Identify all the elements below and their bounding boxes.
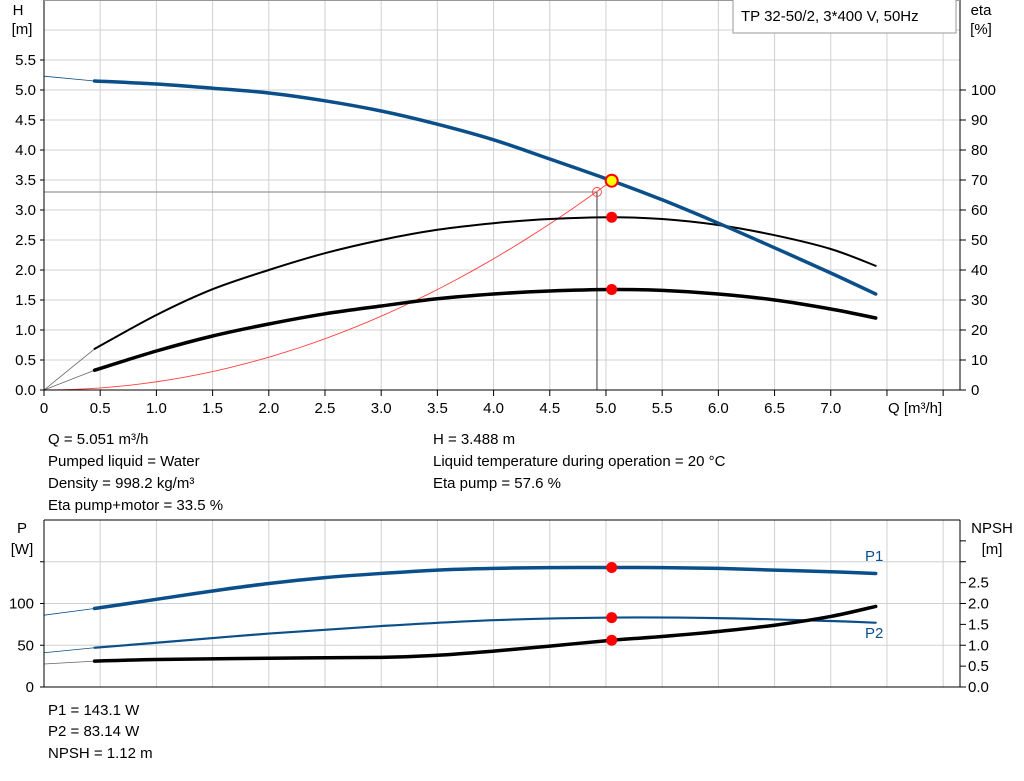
bottom-y-right-label-2: [m]: [982, 541, 1003, 558]
x-tick-label: 1.0: [146, 400, 167, 417]
eta-tick-label: 10: [971, 352, 988, 369]
h-tick-label: 0.0: [15, 382, 36, 399]
info-npsh: NPSH = 1.12 m: [48, 745, 153, 762]
eta-pump-motor-curve-extension: [43, 369, 95, 391]
h-curve: [92, 79, 878, 296]
top-y-left-label-2: [m]: [12, 21, 33, 38]
x-tick-label: 2.5: [315, 400, 336, 417]
p-tick-label: 0: [26, 679, 34, 696]
system-curve: [43, 180, 612, 391]
axes: 0 0.5 1.0 1.5 2.0 2.5 3.0 3.5 4.0 4.5 5.0 5.5 6.0 6.5…: [9, 0, 996, 696]
info-liquid: Pumped liquid = Water: [48, 453, 200, 470]
h-curve-extension: [43, 75, 95, 82]
info-eta-pump-motor: Eta pump+motor = 33.5 %: [48, 497, 224, 514]
top-y-right-label-2: [%]: [970, 21, 992, 38]
eta-tick-label: 40: [971, 262, 988, 279]
npsh-tick-label: 1.0: [968, 637, 989, 654]
bottom-grid: [44, 520, 960, 687]
eta-pump-op-marker: [606, 211, 618, 223]
bottom-y-left-label-2: [W]: [11, 541, 34, 558]
p1-op-marker: [606, 562, 618, 574]
top-y-right-label-1: eta: [971, 2, 993, 19]
chart-marks: [43, 75, 878, 665]
npsh-tick-label: 2.0: [968, 596, 989, 613]
bottom-y-right-label-1: NPSH: [971, 520, 1013, 537]
eta-pump-curve-extension: [43, 348, 95, 391]
x-tick-label: 3.0: [371, 400, 392, 417]
p2-op-marker: [606, 612, 618, 624]
h-tick-label: 0.5: [15, 352, 36, 369]
top-grid: [44, 0, 960, 390]
h-tick-label: 3.0: [15, 202, 36, 219]
x-tick-label: 4.5: [539, 400, 560, 417]
h-tick-label: 5.0: [15, 82, 36, 99]
bottom-y-left-label-1: P: [17, 520, 27, 537]
x-tick-label: 0: [40, 400, 48, 417]
h-tick-label: 3.5: [15, 172, 36, 189]
info-density: Density = 998.2 kg/m³: [48, 475, 195, 492]
info-temperature: Liquid temperature during operation = 20…: [433, 453, 726, 470]
npsh-tick-label: 1.5: [968, 616, 989, 633]
eta-tick-label: 100: [971, 82, 996, 99]
h-op-marker: [604, 173, 619, 188]
npsh-tick-label: 0.5: [968, 658, 989, 675]
npsh-tick-label: 0.0: [968, 679, 989, 696]
eta-tick-label: 70: [971, 172, 988, 189]
p1-curve: [92, 565, 878, 611]
h-tick-label: 4.0: [15, 142, 36, 159]
p-tick-label: 50: [17, 637, 34, 654]
p-tick-label: 100: [9, 596, 34, 613]
info-h: H = 3.488 m: [433, 431, 516, 448]
eta-pump-motor-curve: [92, 287, 878, 372]
x-tick-label: 2.0: [258, 400, 279, 417]
eta-tick-label: 80: [971, 142, 988, 159]
x-tick-label: 4.0: [483, 400, 504, 417]
eta-tick-label: 20: [971, 322, 988, 339]
info-eta-pump: Eta pump = 57.6 %: [433, 475, 561, 492]
top-y-left-label-1: H: [13, 2, 24, 19]
info-q: Q = 5.051 m³/h: [48, 431, 149, 448]
info-p2: P2 = 83.14 W: [48, 723, 140, 740]
h-tick-label: 1.5: [15, 292, 36, 309]
npsh-op-marker: [606, 634, 618, 646]
legend-text: TP 32-50/2, 3*400 V, 50Hz: [741, 8, 919, 25]
h-tick-label: 2.0: [15, 262, 36, 279]
x-tick-label: 0.5: [90, 400, 111, 417]
x-tick-label: 6.0: [708, 400, 729, 417]
p1-curve-extension: [43, 608, 95, 616]
x-tick-label: 3.5: [427, 400, 448, 417]
reference-point-marker: [592, 187, 602, 197]
eta-pump-motor-op-marker: [606, 284, 618, 295]
p2-curve-extension: [43, 647, 95, 654]
info-p1: P1 = 143.1 W: [48, 702, 140, 719]
x-tick-label: 5.0: [596, 400, 617, 417]
h-tick-label: 2.5: [15, 232, 36, 249]
x-tick-label: 6.5: [764, 400, 785, 417]
h-tick-label: 5.5: [15, 52, 36, 69]
p1-series-label: P1: [865, 548, 883, 565]
eta-tick-label: 30: [971, 292, 988, 309]
eta-tick-label: 0: [971, 382, 979, 399]
eta-tick-label: 90: [971, 112, 988, 129]
npsh-curve-extension: [43, 660, 95, 665]
p2-curve: [93, 616, 877, 649]
h-tick-label: 4.5: [15, 112, 36, 129]
p2-series-label: P2: [865, 625, 883, 642]
eta-pump-curve: [93, 216, 877, 350]
legend-box: [732, 0, 957, 34]
x-tick-label: 5.5: [652, 400, 673, 417]
eta-tick-label: 60: [971, 202, 988, 219]
x-tick-label: 7.0: [820, 400, 841, 417]
h-tick-label: 1.0: [15, 322, 36, 339]
npsh-curve: [92, 604, 878, 663]
npsh-tick-label: 2.5: [968, 575, 989, 592]
x-axis-label: Q [m³/h]: [888, 400, 942, 417]
x-tick-label: 1.5: [202, 400, 223, 417]
eta-tick-label: 50: [971, 232, 988, 249]
